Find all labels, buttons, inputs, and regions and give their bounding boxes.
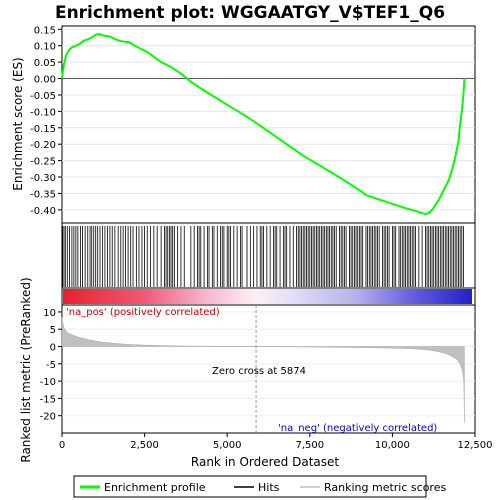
metric-x-tick-label: 12,500 xyxy=(458,440,493,451)
metric-x-tick-label: 0 xyxy=(59,440,65,451)
legend-entry-enrichment: Enrichment profile xyxy=(80,481,206,494)
rank-color-band xyxy=(63,289,472,304)
metric-y-tick-label: -20 xyxy=(40,412,56,423)
zero-cross-label: Zero cross at 5874 xyxy=(212,366,306,377)
metric-panel-frame xyxy=(61,304,476,434)
legend-label-enrichment: Enrichment profile xyxy=(104,481,206,494)
legend-entry-ranking: Ranking metric scores xyxy=(300,481,446,494)
metric-y-axis-label: Ranked list metric (PreRanked) xyxy=(19,277,33,462)
metric-x-tick-label: 7,500 xyxy=(295,440,324,451)
metric-y-axis: 10 5 0 -5 -10 -15 -20 xyxy=(40,308,62,423)
metric-y-tick-label: 0 xyxy=(50,343,56,354)
metric-x-tick-label: 10,000 xyxy=(375,440,410,451)
es-y-tick-label: 0.00 xyxy=(34,75,56,86)
es-y-tick-label: -0.15 xyxy=(30,124,56,135)
es-gridlines xyxy=(62,28,475,211)
metric-y-tick-label: 10 xyxy=(43,308,56,319)
es-panel-frame xyxy=(61,25,476,224)
es-y-tick-label: -0.30 xyxy=(30,173,56,184)
metric-x-tick-label: 5,000 xyxy=(213,440,242,451)
metric-y-tick-label: -10 xyxy=(40,377,56,388)
es-y-tick-label: -0.35 xyxy=(30,189,56,200)
es-y-tick-label: -0.10 xyxy=(30,107,56,118)
es-y-tick-label: -0.25 xyxy=(30,157,56,168)
pos-correlated-label: 'na_pos' (positively correlated) xyxy=(66,307,220,318)
es-y-tick-label: 0.05 xyxy=(34,58,56,69)
metric-y-tick-label: 5 xyxy=(50,325,56,336)
metric-y-tick-label: -15 xyxy=(40,394,56,405)
metric-x-tick-label: 2,500 xyxy=(130,440,159,451)
metric-x-axis: 0 2,500 5,000 7,500 10,000 12,500 xyxy=(59,433,493,451)
hit-markers xyxy=(62,226,464,287)
es-y-tick-label: 0.10 xyxy=(34,42,56,53)
enrichment-profile-line xyxy=(61,33,466,216)
es-y-axis-label: Enrichment score (ES) xyxy=(11,57,25,190)
metric-x-axis-label: Rank in Ordered Dataset xyxy=(191,455,339,469)
legend-entry-hits: Hits xyxy=(234,481,280,494)
legend-label-hits: Hits xyxy=(258,481,280,494)
legend-label-ranking: Ranking metric scores xyxy=(324,481,446,494)
chart-title: Enrichment plot: WGGAATGY_V$TEF1_Q6 xyxy=(55,3,445,23)
metric-y-tick-label: -5 xyxy=(46,360,56,371)
es-y-tick-label: -0.40 xyxy=(30,206,56,217)
neg-correlated-label: 'na_neg' (negatively correlated) xyxy=(278,423,437,434)
hits-panel-frame xyxy=(61,222,476,289)
es-y-tick-label: -0.05 xyxy=(30,91,56,102)
es-y-tick-label: -0.20 xyxy=(30,140,56,151)
es-y-axis: 0.15 0.10 0.05 0.00 -0.05 -0.10 -0.15 -0.20 -0.2… xyxy=(30,25,62,217)
es-y-tick-label: 0.15 xyxy=(34,25,56,36)
